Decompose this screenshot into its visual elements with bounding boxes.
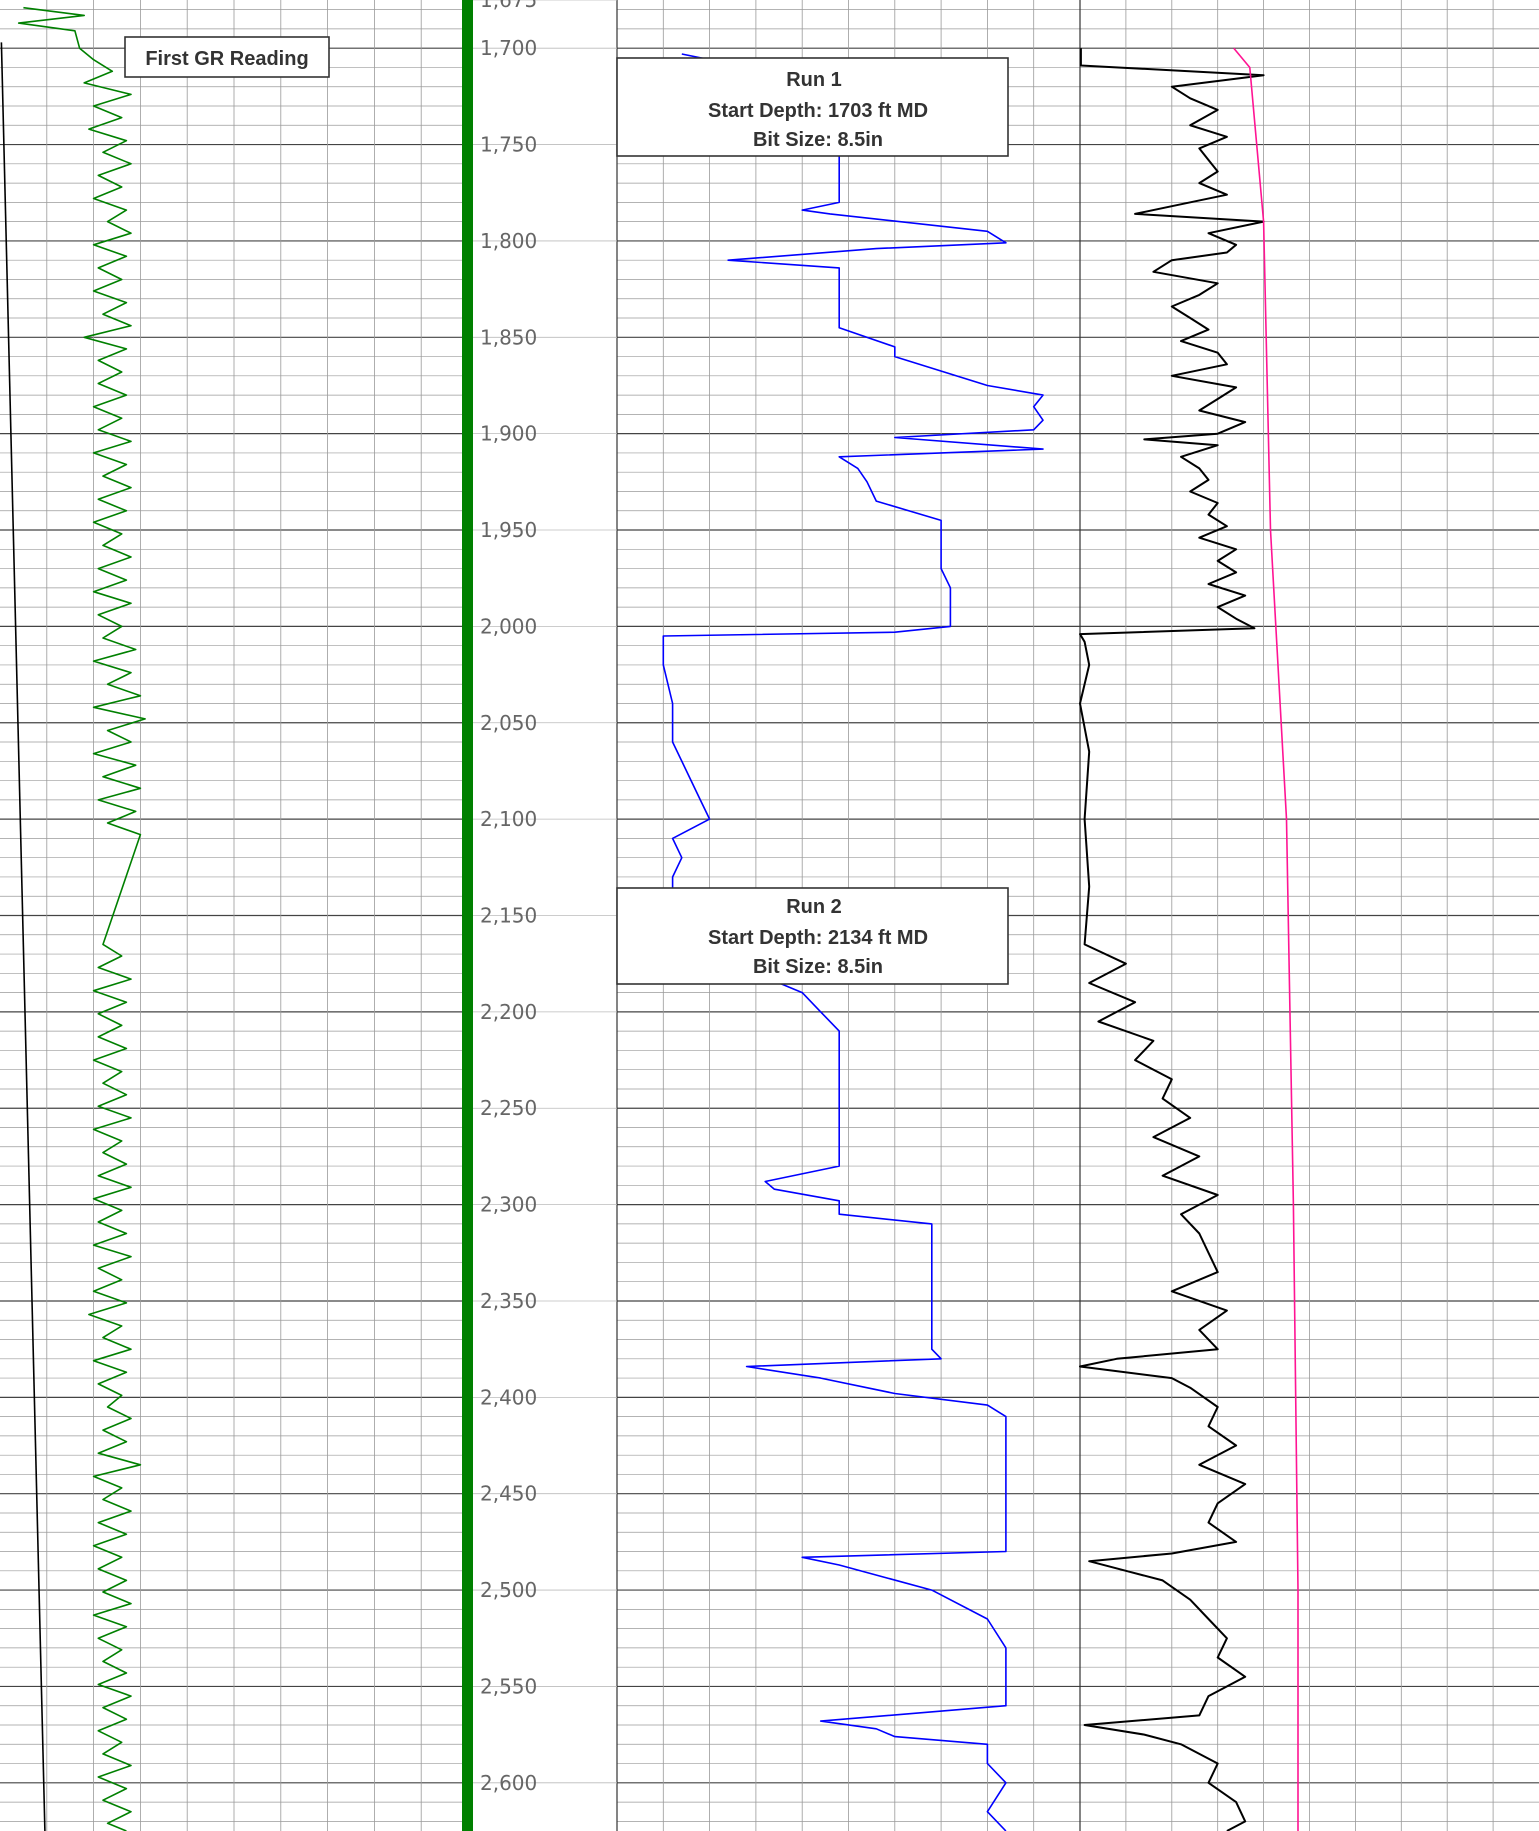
depth-tick-label: 1,675 — [480, 0, 537, 12]
run-2-start-depth: Start Depth: 2134 ft MD — [708, 927, 928, 949]
depth-tick-label: 2,400 — [480, 1385, 537, 1409]
depth-tick-label: 2,550 — [480, 1674, 537, 1698]
annotation-run-2: Run 2 Start Depth: 2134 ft MD Bit Size: … — [616, 887, 1009, 985]
track-4-grid — [1080, 0, 1539, 1831]
track-4-curve-0 — [1079, 48, 1265, 1831]
track-4-curve-1 — [1233, 47, 1299, 1831]
run-2-title: Run 2 — [786, 896, 842, 918]
depth-tick-label: 2,050 — [480, 711, 537, 735]
depth-tick-label: 2,450 — [480, 1482, 537, 1506]
depth-tick-label: 2,250 — [480, 1096, 537, 1120]
run-1-start-depth: Start Depth: 1703 ft MD — [708, 100, 928, 122]
depth-tick-label: 2,500 — [480, 1578, 537, 1602]
track-1-grid — [0, 0, 468, 1831]
run-2-bit-size: Bit Size: 8.5in — [753, 956, 883, 978]
annotation-run-1: Run 1 Start Depth: 1703 ft MD Bit Size: … — [616, 57, 1009, 157]
track-3-grid — [617, 0, 1080, 1831]
depth-tick-label: 2,350 — [480, 1289, 537, 1313]
depth-track: 1,675 1,700 1,750 1,800 1,850 1,900 1,950 2,000… — [473, 0, 617, 1795]
track-1-curve-1 — [0, 42, 46, 1831]
depth-tick-label: 1,750 — [480, 133, 537, 157]
curves — [0, 6, 1299, 1831]
depth-track-bar — [462, 0, 473, 1831]
depth-tick-label: 2,150 — [480, 904, 537, 928]
depth-tick-label: 1,900 — [480, 422, 537, 446]
annotation-first-gr-reading: First GR Reading — [124, 36, 330, 78]
depth-tick-label: 1,800 — [480, 229, 537, 253]
depth-tick-label: 1,950 — [480, 518, 537, 542]
depth-tick-label: 1,700 — [480, 36, 537, 60]
track-1-curve-0 — [17, 6, 146, 1831]
depth-tick-label: 2,200 — [480, 1000, 537, 1024]
depth-tick-label: 2,100 — [480, 807, 537, 831]
depth-tick-label: 1,850 — [480, 325, 537, 349]
track-3-curve-0 — [662, 53, 1044, 1831]
annotation-first-gr-reading-text: First GR Reading — [145, 48, 308, 70]
depth-tick-label: 2,300 — [480, 1193, 537, 1217]
depth-tick-label: 2,600 — [480, 1771, 537, 1795]
run-1-title: Run 1 — [786, 69, 842, 91]
run-1-bit-size: Bit Size: 8.5in — [753, 129, 883, 151]
depth-tick-label: 2,000 — [480, 614, 537, 638]
